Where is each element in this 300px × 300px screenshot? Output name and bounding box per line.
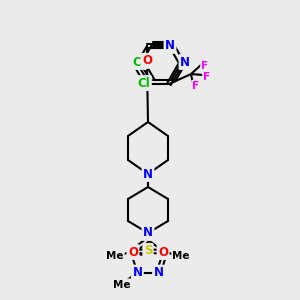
- Text: N: N: [132, 266, 142, 279]
- Text: F: F: [203, 72, 211, 82]
- Text: O: O: [158, 245, 168, 259]
- Text: Cl: Cl: [138, 76, 150, 90]
- Text: N: N: [180, 56, 190, 68]
- Text: O: O: [128, 245, 138, 259]
- Text: N: N: [143, 226, 153, 239]
- Text: O: O: [142, 54, 152, 68]
- Text: Cl: Cl: [133, 56, 146, 68]
- Text: F: F: [201, 61, 208, 71]
- Text: F: F: [192, 81, 200, 91]
- Text: S: S: [144, 244, 152, 257]
- Text: N: N: [165, 39, 175, 52]
- Text: Me: Me: [172, 251, 190, 261]
- Text: Me: Me: [106, 251, 124, 261]
- Text: N: N: [154, 266, 164, 279]
- Text: Me: Me: [113, 280, 130, 290]
- Text: N: N: [143, 167, 153, 181]
